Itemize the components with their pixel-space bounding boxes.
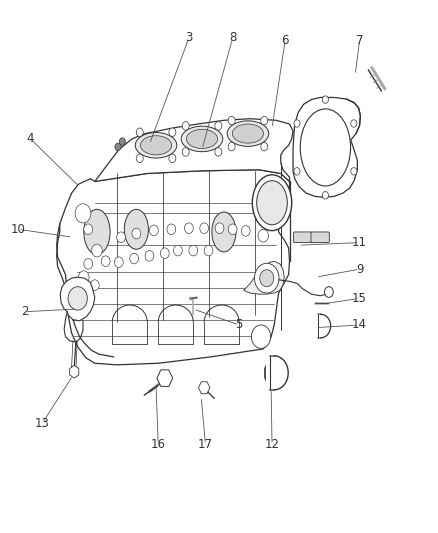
Text: 14: 14: [351, 319, 366, 332]
Circle shape: [84, 224, 92, 235]
Circle shape: [173, 245, 182, 256]
Polygon shape: [243, 261, 284, 294]
Text: 3: 3: [185, 31, 192, 44]
Text: 17: 17: [198, 438, 212, 451]
Text: 16: 16: [150, 438, 166, 451]
Text: 8: 8: [229, 31, 236, 44]
Circle shape: [260, 116, 267, 125]
Circle shape: [169, 154, 176, 163]
Circle shape: [136, 154, 143, 163]
Circle shape: [114, 257, 123, 268]
Circle shape: [169, 128, 176, 136]
Ellipse shape: [186, 130, 217, 149]
Polygon shape: [292, 98, 360, 197]
Circle shape: [199, 223, 208, 233]
Circle shape: [145, 251, 153, 261]
Circle shape: [228, 116, 235, 125]
Circle shape: [350, 120, 356, 127]
Circle shape: [293, 167, 299, 175]
Circle shape: [78, 271, 89, 284]
Text: 11: 11: [351, 236, 366, 249]
Circle shape: [75, 204, 91, 223]
Circle shape: [182, 122, 189, 130]
Polygon shape: [60, 277, 95, 321]
Circle shape: [90, 280, 99, 290]
Circle shape: [258, 229, 268, 242]
Circle shape: [241, 225, 250, 236]
Text: 12: 12: [264, 438, 279, 451]
Circle shape: [321, 96, 328, 103]
Circle shape: [254, 263, 279, 293]
FancyBboxPatch shape: [293, 232, 311, 243]
Circle shape: [149, 225, 158, 236]
Circle shape: [251, 325, 270, 349]
Text: 13: 13: [35, 417, 49, 430]
Circle shape: [204, 245, 212, 256]
Text: 9: 9: [355, 263, 363, 276]
Text: 15: 15: [351, 292, 366, 305]
Circle shape: [68, 287, 87, 310]
Circle shape: [117, 232, 125, 243]
Circle shape: [115, 143, 121, 151]
Circle shape: [92, 244, 102, 257]
Text: 2: 2: [21, 305, 28, 318]
Circle shape: [136, 128, 143, 136]
Text: 6: 6: [281, 34, 288, 47]
Circle shape: [214, 122, 221, 130]
Ellipse shape: [181, 126, 222, 152]
Circle shape: [228, 142, 235, 151]
Circle shape: [321, 191, 328, 199]
Ellipse shape: [226, 121, 268, 147]
Circle shape: [228, 224, 237, 235]
Circle shape: [119, 138, 125, 146]
Circle shape: [214, 148, 221, 156]
Ellipse shape: [300, 109, 350, 186]
Circle shape: [166, 224, 175, 235]
Text: 4: 4: [27, 132, 34, 146]
Circle shape: [101, 256, 110, 266]
Text: 5: 5: [235, 319, 242, 332]
Circle shape: [132, 228, 141, 239]
Circle shape: [324, 287, 332, 297]
Circle shape: [130, 253, 138, 264]
Circle shape: [184, 223, 193, 233]
Ellipse shape: [212, 212, 235, 252]
Ellipse shape: [84, 209, 110, 255]
Ellipse shape: [252, 175, 291, 231]
Ellipse shape: [256, 181, 287, 225]
Polygon shape: [57, 169, 289, 365]
Circle shape: [259, 270, 273, 287]
Circle shape: [182, 148, 189, 156]
Ellipse shape: [232, 124, 263, 143]
Ellipse shape: [135, 133, 177, 158]
Text: 10: 10: [11, 223, 25, 236]
Circle shape: [293, 120, 299, 127]
Circle shape: [160, 248, 169, 259]
Text: 7: 7: [355, 34, 363, 47]
Circle shape: [260, 142, 267, 151]
Polygon shape: [95, 119, 292, 181]
Ellipse shape: [140, 136, 171, 155]
Ellipse shape: [124, 209, 148, 249]
Circle shape: [350, 167, 356, 175]
FancyBboxPatch shape: [310, 232, 328, 243]
Circle shape: [84, 259, 92, 269]
Circle shape: [188, 245, 197, 256]
Circle shape: [215, 223, 223, 233]
